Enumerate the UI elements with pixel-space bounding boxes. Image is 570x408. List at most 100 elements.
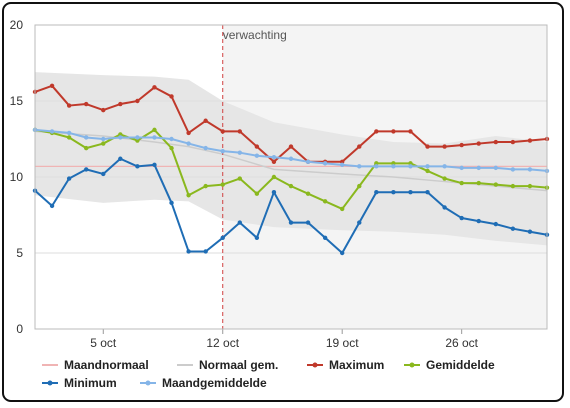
minimum-point xyxy=(459,215,464,221)
gemiddelde-point xyxy=(510,183,516,189)
maandgemiddelde-point xyxy=(391,164,396,169)
gemiddelde-point xyxy=(288,183,294,189)
maandgemiddelde-point xyxy=(288,156,294,161)
maximum-point xyxy=(340,159,345,164)
maximum-point xyxy=(357,144,362,149)
legend-item-maximum[interactable]: Maximum xyxy=(307,358,404,372)
gemiddelde-point xyxy=(357,183,362,189)
maandgemiddelde-point xyxy=(254,153,260,158)
maximum-point xyxy=(203,118,208,123)
series-maandgemiddelde xyxy=(32,127,550,174)
gemiddelde-point xyxy=(527,183,533,189)
y-tick-label: 15 xyxy=(10,94,24,108)
gemiddelde-point xyxy=(305,191,311,196)
gemiddelde-point xyxy=(374,161,379,166)
gemiddelde-point xyxy=(493,182,498,187)
gemiddelde-point xyxy=(101,141,106,146)
maandgemiddelde-point xyxy=(220,148,225,154)
forecast-label: verwachting xyxy=(223,28,287,42)
y-tick-label: 10 xyxy=(10,170,24,184)
maximum-point xyxy=(101,107,106,113)
chart-frame: verwachting 0 5 10 15 20 5 oct 12 oct 19 oct 26 … xyxy=(2,2,564,402)
minimum-point xyxy=(305,220,311,225)
legend-item-gemiddelde[interactable]: Gemiddelde xyxy=(404,358,514,372)
maandgemiddelde-point xyxy=(476,165,481,171)
maandgemiddelde-point xyxy=(374,164,379,169)
minimum-point xyxy=(220,235,225,240)
gemiddelde-point xyxy=(425,168,430,174)
x-tick-label: 5 oct xyxy=(90,336,117,350)
maandgemiddelde-point xyxy=(186,141,191,146)
minimum-point xyxy=(425,190,430,195)
minimum-point xyxy=(493,221,498,227)
legend-swatch xyxy=(177,364,193,366)
maandgemiddelde-point xyxy=(66,130,72,136)
maandgemiddelde-point xyxy=(340,162,345,168)
maximum-point xyxy=(271,159,277,164)
maandgemiddelde-point xyxy=(101,136,106,142)
maandgemiddelde-point xyxy=(442,164,447,169)
maximum-point xyxy=(425,144,430,149)
x-tick-label: 26 oct xyxy=(445,336,478,350)
maandgemiddelde-point xyxy=(203,145,208,151)
legend-label: Maandgemiddelde xyxy=(162,376,267,390)
minimum-point xyxy=(408,190,413,195)
minimum-point xyxy=(152,162,157,168)
maximum-point xyxy=(169,94,174,99)
maandgemiddelde-point xyxy=(510,167,516,172)
chart-legend: Maandnormaal Normaal gem. Maximum Gemiddeld… xyxy=(42,356,562,392)
legend-item-maandgemiddelde[interactable]: Maandgemiddelde xyxy=(140,376,300,390)
maandgemiddelde-point xyxy=(84,135,89,140)
minimum-point xyxy=(66,176,72,181)
gemiddelde-point xyxy=(408,161,413,166)
minimum-point xyxy=(322,235,328,240)
maximum-point xyxy=(391,129,396,134)
gemiddelde-point xyxy=(476,180,481,186)
temperature-chart: verwachting 0 5 10 15 20 5 oct 12 oct 19 oct 26 … xyxy=(10,18,550,350)
legend-item-minimum[interactable]: Minimum xyxy=(42,376,140,390)
gemiddelde-point xyxy=(169,145,174,151)
maximum-point xyxy=(510,139,516,145)
maandgemiddelde-point xyxy=(425,164,430,169)
maandgemiddelde-point xyxy=(135,135,140,140)
minimum-point xyxy=(135,164,140,169)
legend-label: Normaal gem. xyxy=(199,358,279,372)
minimum-point xyxy=(203,249,208,254)
maandgemiddelde-point xyxy=(408,164,413,169)
gemiddelde-point xyxy=(254,191,260,196)
minimum-point xyxy=(288,220,294,225)
legend-swatch xyxy=(42,364,58,366)
maximum-point xyxy=(84,101,89,107)
x-tick-label: 12 oct xyxy=(206,336,239,350)
y-tick-label: 5 xyxy=(16,246,23,260)
minimum-point xyxy=(271,190,277,195)
maandgemiddelde-point xyxy=(271,155,277,160)
maandgemiddelde-point xyxy=(493,165,498,171)
maandgemiddelde-point xyxy=(305,159,311,164)
maandgemiddelde-point xyxy=(118,135,123,140)
legend-item-normaal-gem[interactable]: Normaal gem. xyxy=(177,358,307,372)
minimum-point xyxy=(84,167,89,172)
legend-item-maandnormaal[interactable]: Maandnormaal xyxy=(42,358,177,372)
gemiddelde-point xyxy=(135,138,140,143)
legend-label: Maandnormaal xyxy=(64,358,149,372)
maximum-point xyxy=(186,130,191,136)
gemiddelde-point xyxy=(340,206,345,212)
minimum-point xyxy=(118,156,123,161)
legend-swatch xyxy=(140,380,156,386)
minimum-point xyxy=(476,218,481,224)
plot-border xyxy=(34,24,548,330)
maandgemiddelde-point xyxy=(527,167,533,172)
maximum-point xyxy=(442,144,447,149)
minimum-point xyxy=(510,226,516,231)
minimum-point xyxy=(101,171,106,177)
y-tick-label: 0 xyxy=(16,322,23,336)
gemiddelde-point xyxy=(237,176,242,181)
gemiddelde-point xyxy=(220,182,225,187)
gemiddelde-point xyxy=(391,161,396,166)
minimum-point xyxy=(442,205,447,210)
legend-swatch xyxy=(42,380,58,386)
gemiddelde-point xyxy=(442,176,447,181)
maximum-point xyxy=(237,129,242,134)
minimum-point xyxy=(49,203,55,209)
